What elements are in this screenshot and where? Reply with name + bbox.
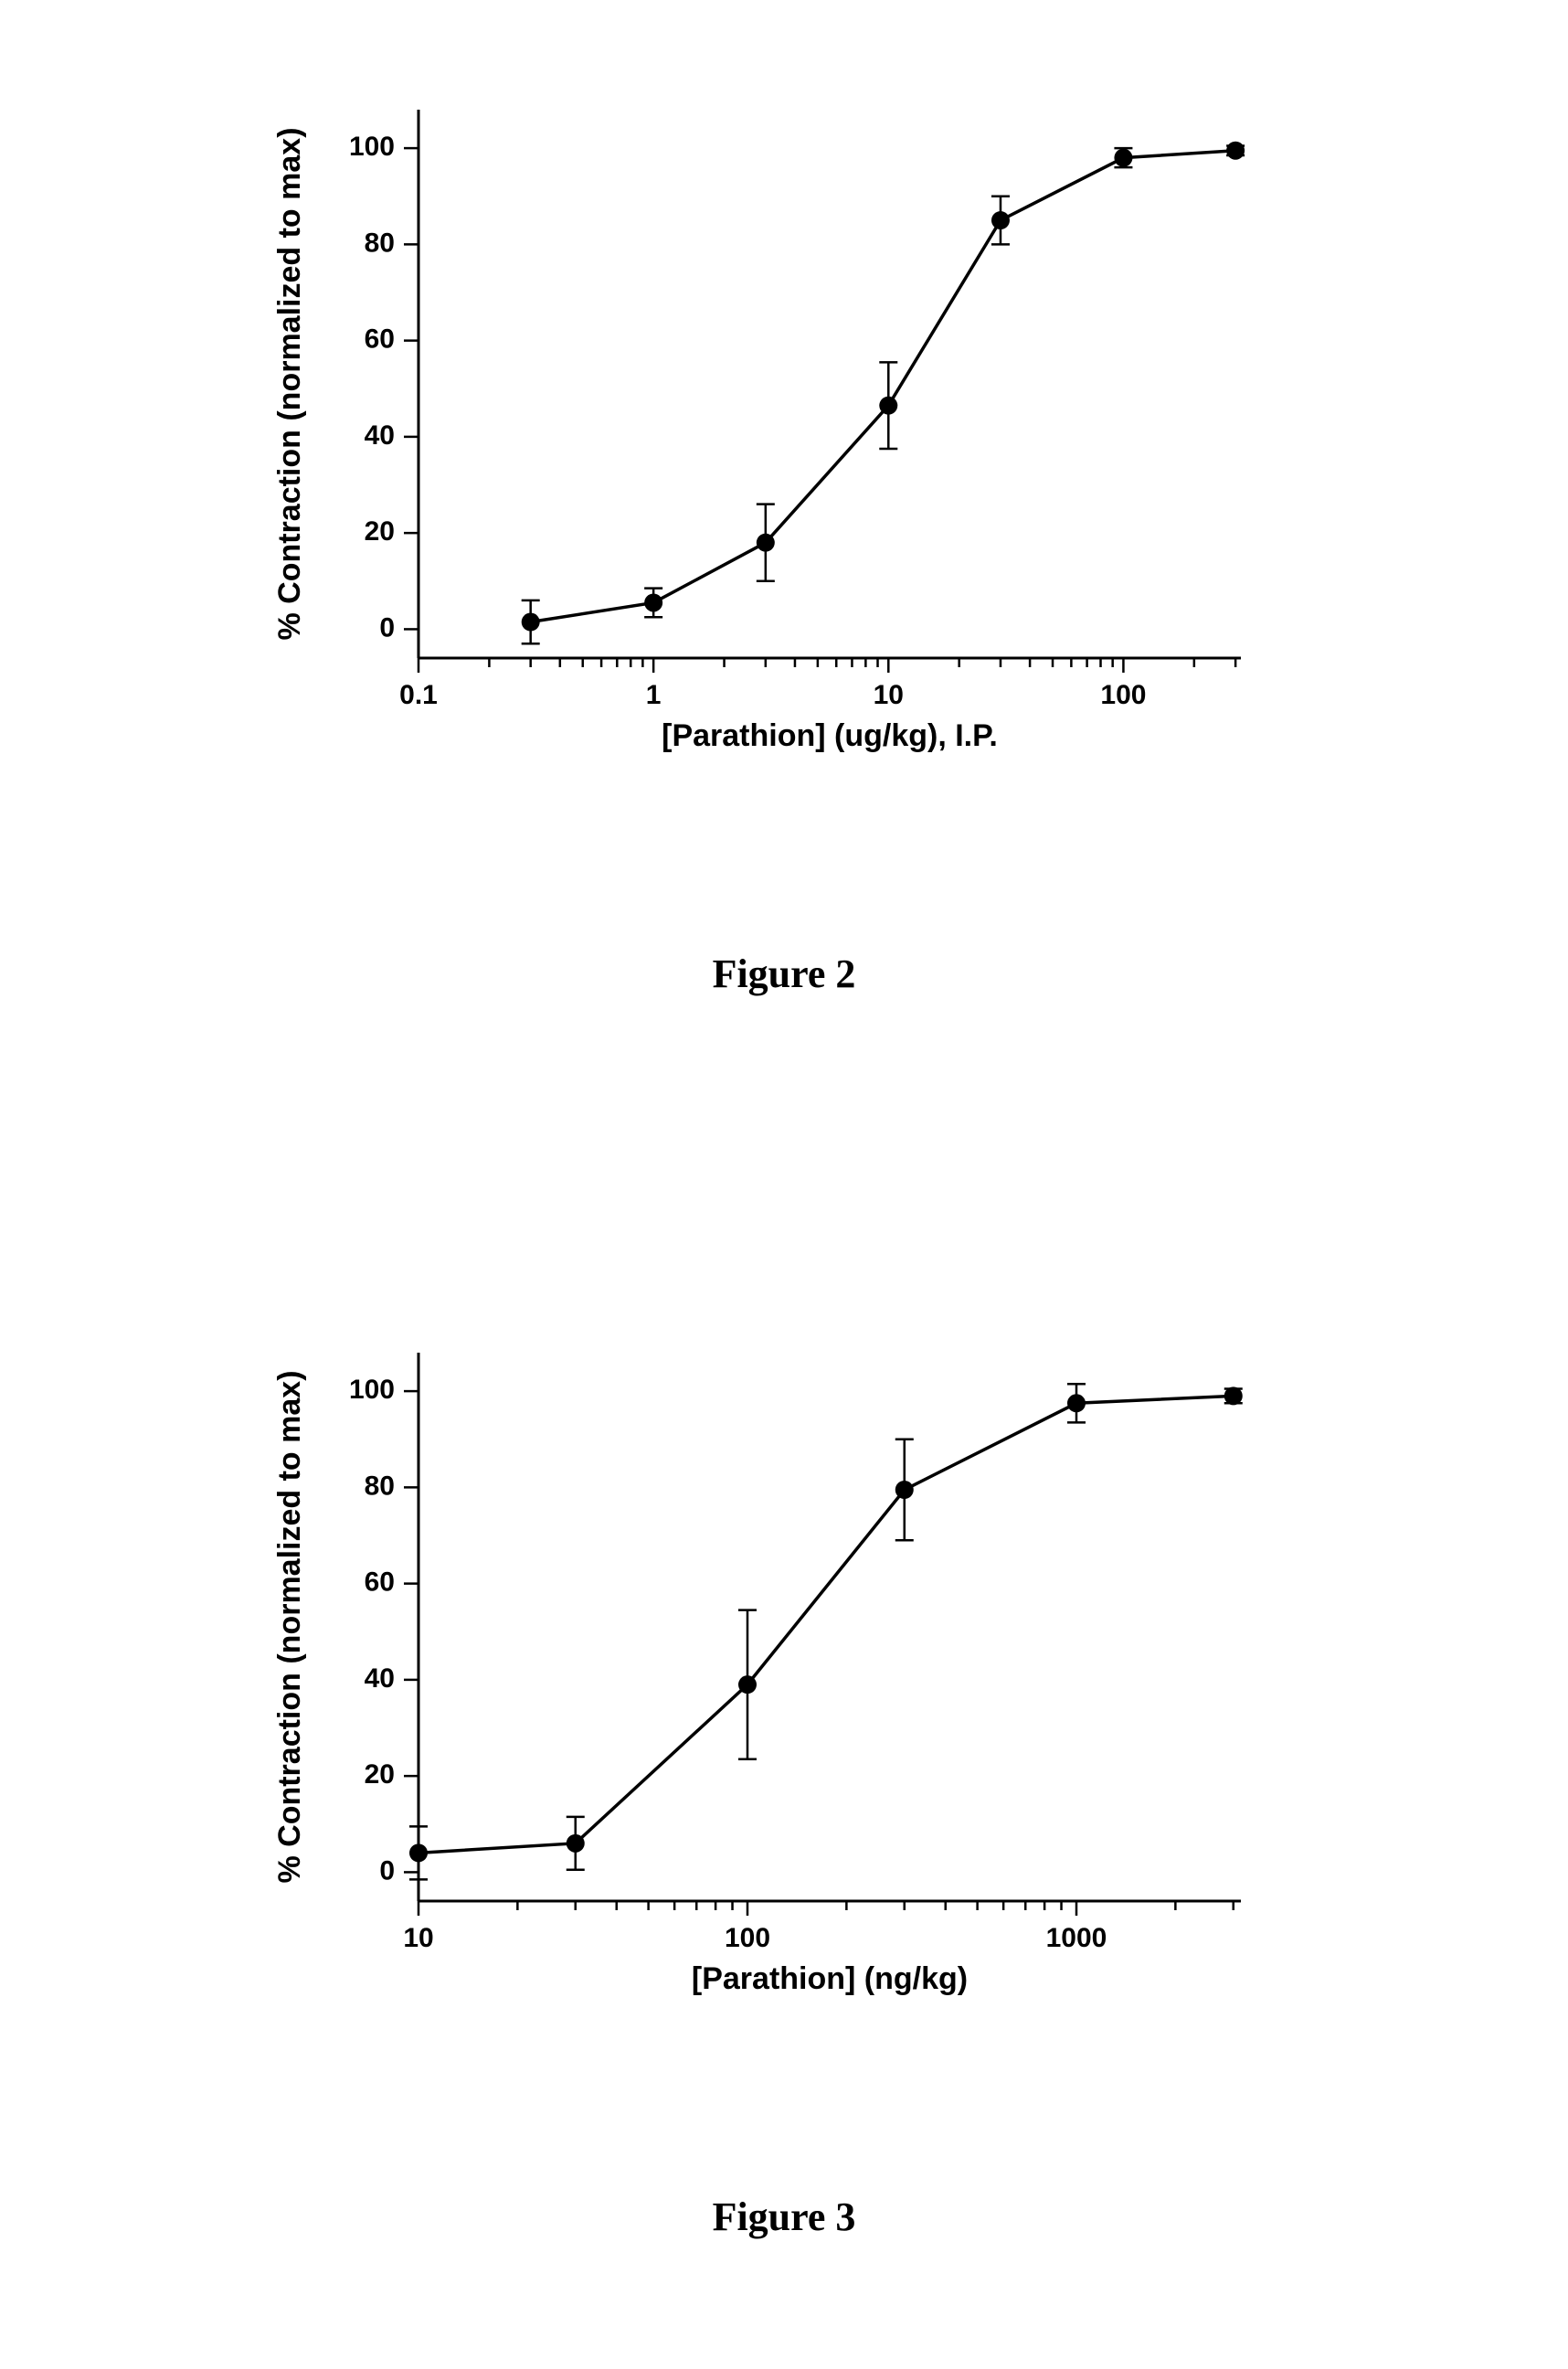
page: 0204060801000.1110100[Parathion] (ug/kg)…: [0, 0, 1568, 2369]
data-point: [895, 1481, 914, 1499]
y-axis-label: % Contraction (normalized to max): [272, 127, 307, 640]
y-tick-label: 40: [365, 1663, 395, 1694]
data-point: [522, 613, 540, 632]
x-tick-label: 1000: [1046, 1923, 1107, 1953]
y-tick-label: 40: [365, 420, 395, 451]
y-axis-label: % Contraction (normalized to max): [272, 1370, 307, 1883]
y-tick-label: 100: [349, 132, 395, 162]
data-point: [879, 397, 897, 415]
x-tick-label: 100: [1100, 680, 1146, 710]
y-tick-label: 0: [379, 612, 395, 643]
data-point: [567, 1834, 585, 1853]
data-point: [644, 593, 662, 611]
data-point: [1226, 142, 1245, 160]
x-axis-label: [Parathion] (ng/kg): [692, 1961, 968, 1996]
chart-svg: 0 20 40 60 80 100 10 100 1000 [Parathion] (ng/kg)…: [236, 1298, 1332, 2047]
figure-3-caption: Figure 3: [0, 2194, 1568, 2240]
x-tick-label: 10: [403, 1923, 433, 1953]
x-tick-label: 10: [874, 680, 904, 710]
data-point: [1224, 1386, 1243, 1405]
y-tick-label: 0: [379, 1855, 395, 1886]
x-axis-label: [Parathion] (ug/kg), I.P.: [662, 718, 998, 753]
y-tick-label: 20: [365, 516, 395, 547]
y-tick-label: 100: [349, 1375, 395, 1405]
x-tick-label: 0.1: [399, 680, 438, 710]
data-point: [738, 1675, 757, 1694]
figure-2-chart: 0 20 40 60 80 100 0.1 1 10 100 [Parathion] (ug/kg)…: [236, 55, 1332, 809]
chart-svg: 0 20 40 60 80 100 0.1 1 10 100 [Parathion] (ug/kg)…: [236, 55, 1332, 804]
data-point: [409, 1843, 428, 1862]
data-point: [991, 211, 1010, 229]
y-tick-label: 20: [365, 1759, 395, 1790]
data-point: [757, 534, 775, 552]
data-point: [1067, 1394, 1086, 1412]
y-tick-label: 80: [365, 228, 395, 258]
x-tick-label: 1: [646, 680, 662, 710]
y-tick-label: 60: [365, 324, 395, 355]
data-point: [1114, 149, 1132, 167]
y-tick-label: 60: [365, 1567, 395, 1598]
figure-2-caption: Figure 2: [0, 951, 1568, 997]
y-tick-label: 80: [365, 1471, 395, 1501]
figure-3-chart: 0 20 40 60 80 100 10 100 1000 [Parathion] (ng/kg)…: [236, 1298, 1332, 2052]
x-tick-label: 100: [725, 1923, 770, 1953]
